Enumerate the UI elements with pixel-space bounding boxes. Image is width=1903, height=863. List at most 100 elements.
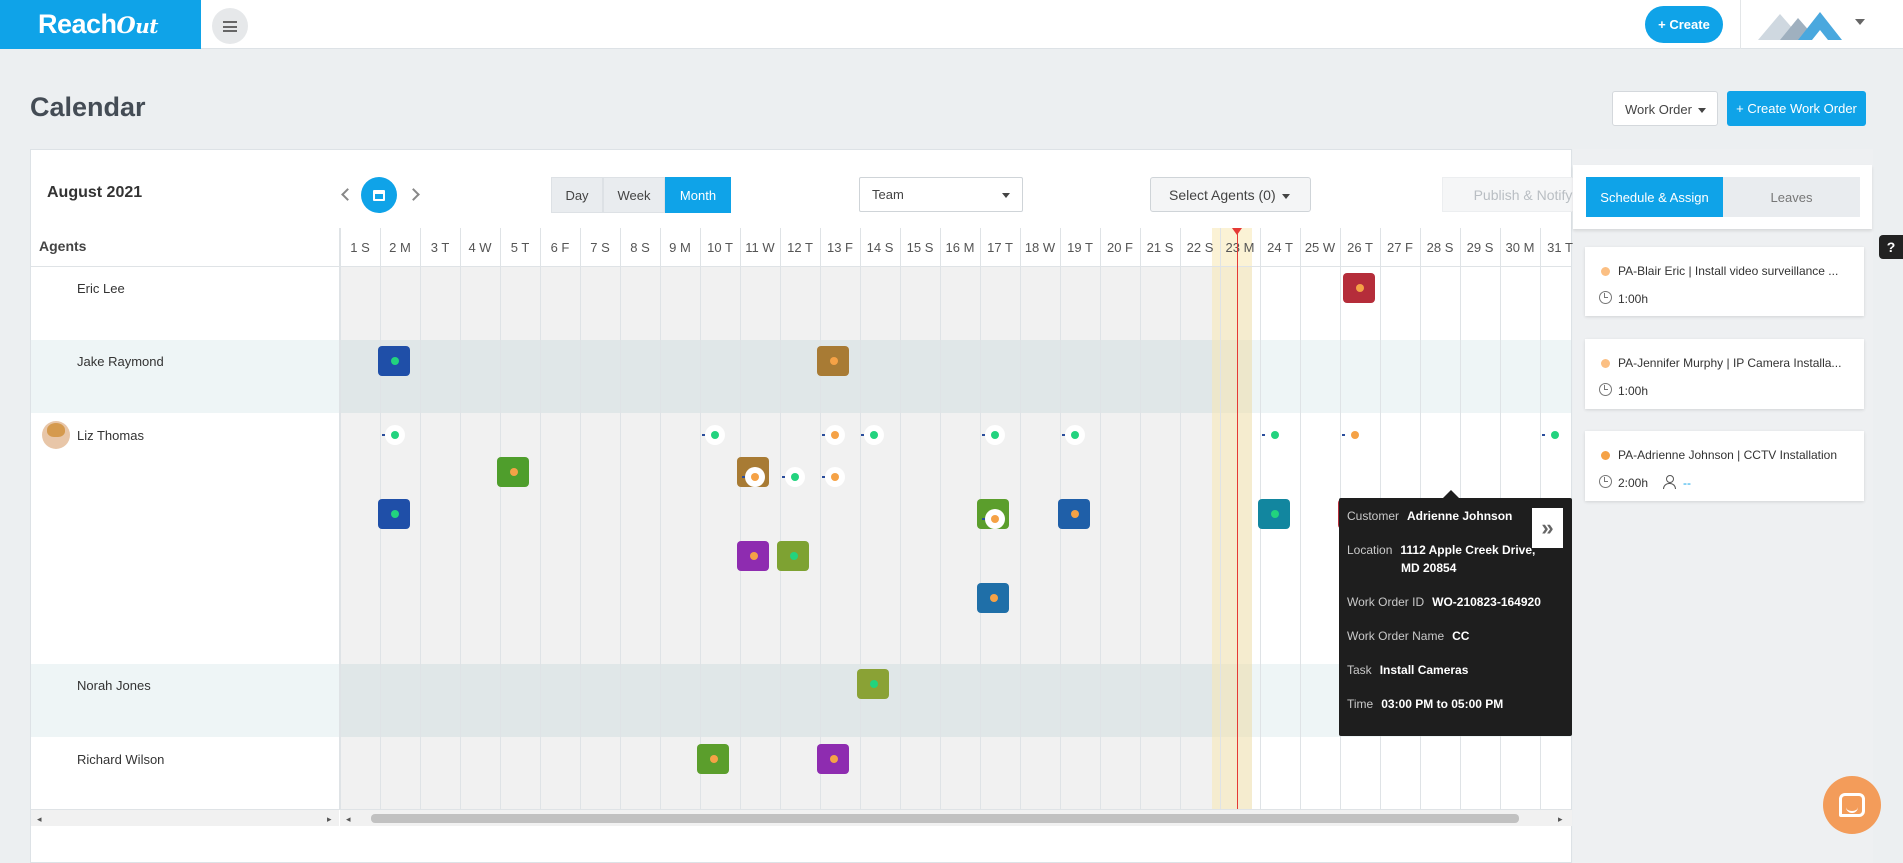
scrollbar-thumb[interactable] xyxy=(371,814,1519,823)
day-column[interactable] xyxy=(740,228,780,810)
day-column[interactable] xyxy=(660,228,700,810)
unscheduled-event-marker[interactable] xyxy=(982,509,1005,529)
schedule-event[interactable] xyxy=(1343,273,1375,303)
reachout-logo[interactable]: ReachOut xyxy=(0,0,201,49)
schedule-event[interactable] xyxy=(1058,499,1090,529)
day-column[interactable] xyxy=(820,228,860,810)
header-divider xyxy=(31,266,1571,267)
schedule-event[interactable] xyxy=(857,669,889,699)
schedule-event[interactable] xyxy=(977,583,1009,613)
next-month-icon[interactable] xyxy=(410,186,420,202)
day-label: 14 S xyxy=(866,240,894,255)
scroll-left-icon[interactable]: ◂ xyxy=(37,814,42,824)
day-label: 23 M xyxy=(1225,240,1255,255)
job-card[interactable]: PA-Jennifer Murphy | IP Camera Installa.… xyxy=(1585,339,1864,409)
schedule-event[interactable] xyxy=(817,346,849,376)
hamburger-menu-button[interactable] xyxy=(212,8,248,44)
day-column[interactable] xyxy=(580,228,620,810)
schedule-event[interactable] xyxy=(817,744,849,774)
today-column-highlight xyxy=(1212,228,1252,809)
day-column[interactable] xyxy=(860,228,900,810)
avatar xyxy=(42,421,70,449)
calendar-horizontal-scrollbar[interactable]: ◂ ▸ xyxy=(340,809,1572,826)
chat-launcher-button[interactable] xyxy=(1823,776,1881,834)
day-column[interactable] xyxy=(620,228,660,810)
agent-scrollbar[interactable]: ◂ ▸ xyxy=(31,809,339,826)
assigned-agent[interactable]: -- xyxy=(1683,476,1691,490)
unscheduled-event-marker[interactable] xyxy=(382,425,405,445)
day-column[interactable] xyxy=(340,228,380,810)
work-order-select[interactable]: Work Order xyxy=(1612,91,1718,126)
day-column[interactable] xyxy=(1300,228,1340,810)
clock-icon xyxy=(1599,383,1612,396)
day-label: 22 S xyxy=(1186,240,1214,255)
day-column[interactable] xyxy=(700,228,740,810)
agent-norah-jones[interactable]: Norah Jones xyxy=(77,678,151,693)
day-column[interactable] xyxy=(780,228,820,810)
schedule-event[interactable] xyxy=(697,744,729,774)
unscheduled-event-marker[interactable] xyxy=(782,467,805,487)
day-column[interactable] xyxy=(1220,228,1260,810)
divider xyxy=(1740,0,1741,49)
unscheduled-event-marker[interactable] xyxy=(702,425,725,445)
schedule-event[interactable] xyxy=(777,541,809,571)
scroll-left-icon[interactable]: ◂ xyxy=(346,814,351,824)
day-label: 15 S xyxy=(906,240,934,255)
day-column[interactable] xyxy=(1100,228,1140,810)
expand-panel-button[interactable]: » xyxy=(1532,508,1563,548)
today-marker-icon xyxy=(1232,228,1242,235)
agent-richard-wilson[interactable]: Richard Wilson xyxy=(77,752,165,767)
unscheduled-event-marker[interactable] xyxy=(1062,425,1085,445)
unscheduled-event-marker[interactable] xyxy=(861,425,884,445)
day-column[interactable] xyxy=(900,228,940,810)
calendar-picker-button[interactable] xyxy=(361,177,397,213)
unscheduled-event-marker[interactable] xyxy=(822,467,845,487)
scroll-right-icon[interactable]: ▸ xyxy=(1558,814,1563,824)
company-logo-icon[interactable] xyxy=(1758,6,1846,42)
create-work-order-button[interactable]: + Create Work Order xyxy=(1727,91,1866,126)
status-dot xyxy=(751,473,759,481)
account-dropdown-caret[interactable] xyxy=(1855,19,1865,25)
day-column[interactable] xyxy=(1180,228,1220,810)
tab-schedule-assign[interactable]: Schedule & Assign xyxy=(1586,177,1723,217)
day-column[interactable] xyxy=(420,228,460,810)
schedule-event[interactable] xyxy=(1258,499,1290,529)
day-column[interactable] xyxy=(460,228,500,810)
scroll-right-icon[interactable]: ▸ xyxy=(327,814,332,824)
schedule-event[interactable] xyxy=(737,541,769,571)
agent-jake-raymond[interactable]: Jake Raymond xyxy=(77,354,164,369)
day-column[interactable] xyxy=(500,228,540,810)
unscheduled-event-marker[interactable] xyxy=(1342,425,1365,445)
agent-liz-thomas[interactable]: Liz Thomas xyxy=(77,428,144,443)
view-month-button[interactable]: Month xyxy=(665,177,731,213)
schedule-event[interactable] xyxy=(378,346,410,376)
job-card[interactable]: PA-Adrienne Johnson | CCTV Installation … xyxy=(1585,431,1864,501)
help-icon[interactable]: ? xyxy=(1879,235,1903,259)
prev-month-icon[interactable] xyxy=(341,186,351,202)
unscheduled-event-marker[interactable] xyxy=(1542,425,1565,445)
create-button[interactable]: + Create xyxy=(1645,6,1723,43)
unscheduled-event-marker[interactable] xyxy=(822,425,845,445)
unscheduled-event-marker[interactable] xyxy=(982,425,1005,445)
unscheduled-event-marker[interactable] xyxy=(1262,425,1285,445)
agent-eric-lee[interactable]: Eric Lee xyxy=(77,281,125,296)
schedule-event[interactable] xyxy=(378,499,410,529)
day-column[interactable] xyxy=(940,228,980,810)
view-week-button[interactable]: Week xyxy=(603,177,665,213)
day-column[interactable] xyxy=(1140,228,1180,810)
unscheduled-event-marker[interactable] xyxy=(742,467,765,487)
day-label: 13 F xyxy=(826,240,853,255)
tab-leaves[interactable]: Leaves xyxy=(1723,177,1860,217)
status-dot xyxy=(991,431,999,439)
day-column[interactable] xyxy=(540,228,580,810)
team-select[interactable]: Team xyxy=(859,177,1023,212)
job-card[interactable]: PA-Blair Eric | Install video surveillan… xyxy=(1585,247,1864,316)
caret-down-icon xyxy=(1281,193,1290,199)
day-column[interactable] xyxy=(1020,228,1060,810)
day-label: 29 S xyxy=(1466,240,1494,255)
view-day-button[interactable]: Day xyxy=(551,177,603,213)
schedule-event[interactable] xyxy=(497,457,529,487)
select-agents-dropdown[interactable]: Select Agents (0) xyxy=(1150,177,1311,212)
tooltip-location-line2: MD 20854 xyxy=(1401,561,1457,575)
hamburger-icon xyxy=(223,20,237,32)
